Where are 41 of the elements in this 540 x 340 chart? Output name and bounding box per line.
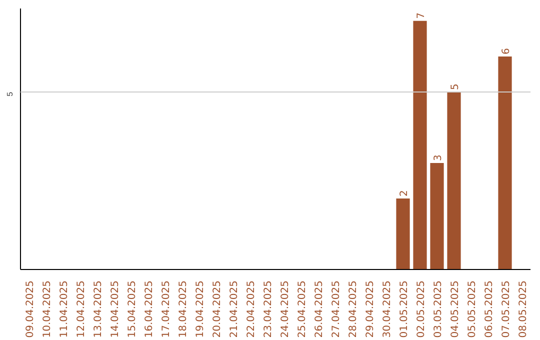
x-tick-label: 30.04.2025 bbox=[382, 280, 393, 338]
x-tick-label: 04.05.2025 bbox=[450, 280, 461, 338]
x-tick-label: 22.04.2025 bbox=[246, 280, 257, 338]
x-tick-label: 29.04.2025 bbox=[365, 280, 376, 338]
x-tick-label: 18.04.2025 bbox=[178, 280, 189, 338]
x-tick-label: 10.04.2025 bbox=[42, 280, 53, 338]
bar bbox=[430, 162, 444, 270]
x-tick-label: 26.04.2025 bbox=[314, 280, 325, 338]
data-label: 2 bbox=[399, 190, 410, 196]
x-tick-label: 14.04.2025 bbox=[110, 280, 121, 338]
x-tick-label: 25.04.2025 bbox=[297, 280, 308, 338]
data-label: 5 bbox=[450, 84, 461, 90]
x-tick-label: 17.04.2025 bbox=[161, 280, 172, 338]
x-tick-label: 28.04.2025 bbox=[348, 280, 359, 338]
x-tick-label: 19.04.2025 bbox=[195, 280, 206, 338]
x-tick-label: 21.04.2025 bbox=[229, 280, 240, 338]
bar bbox=[447, 92, 461, 270]
bar bbox=[498, 56, 512, 270]
x-tick-label: 07.05.2025 bbox=[501, 280, 512, 338]
x-tick-label: 20.04.2025 bbox=[212, 280, 223, 338]
x-tick-label: 12.04.2025 bbox=[76, 280, 87, 338]
ref-line-label: 5 bbox=[6, 91, 14, 96]
x-tick-label: 24.04.2025 bbox=[280, 280, 291, 338]
x-tick-label: 03.05.2025 bbox=[433, 280, 444, 338]
data-label: 7 bbox=[416, 12, 427, 19]
x-tick-label: 11.04.2025 bbox=[59, 280, 70, 338]
x-tick-label: 06.05.2025 bbox=[484, 280, 495, 338]
x-tick-label: 05.05.2025 bbox=[467, 280, 478, 338]
x-tick-label: 16.04.2025 bbox=[144, 280, 155, 338]
x-tick-label: 02.05.2025 bbox=[416, 280, 427, 338]
data-label: 3 bbox=[433, 154, 444, 161]
x-tick-label: 15.04.2025 bbox=[127, 280, 138, 338]
x-tick-label: 08.05.2025 bbox=[518, 280, 529, 338]
bar bbox=[413, 20, 427, 270]
x-tick-label: 01.05.2025 bbox=[399, 280, 410, 338]
bar bbox=[396, 198, 410, 270]
x-tick-label: 27.04.2025 bbox=[331, 280, 342, 338]
x-tick-label: 13.04.2025 bbox=[93, 280, 104, 338]
data-label: 6 bbox=[501, 48, 512, 54]
x-tick-label: 23.04.2025 bbox=[263, 280, 274, 338]
x-tick-label: 09.04.2025 bbox=[25, 280, 36, 338]
